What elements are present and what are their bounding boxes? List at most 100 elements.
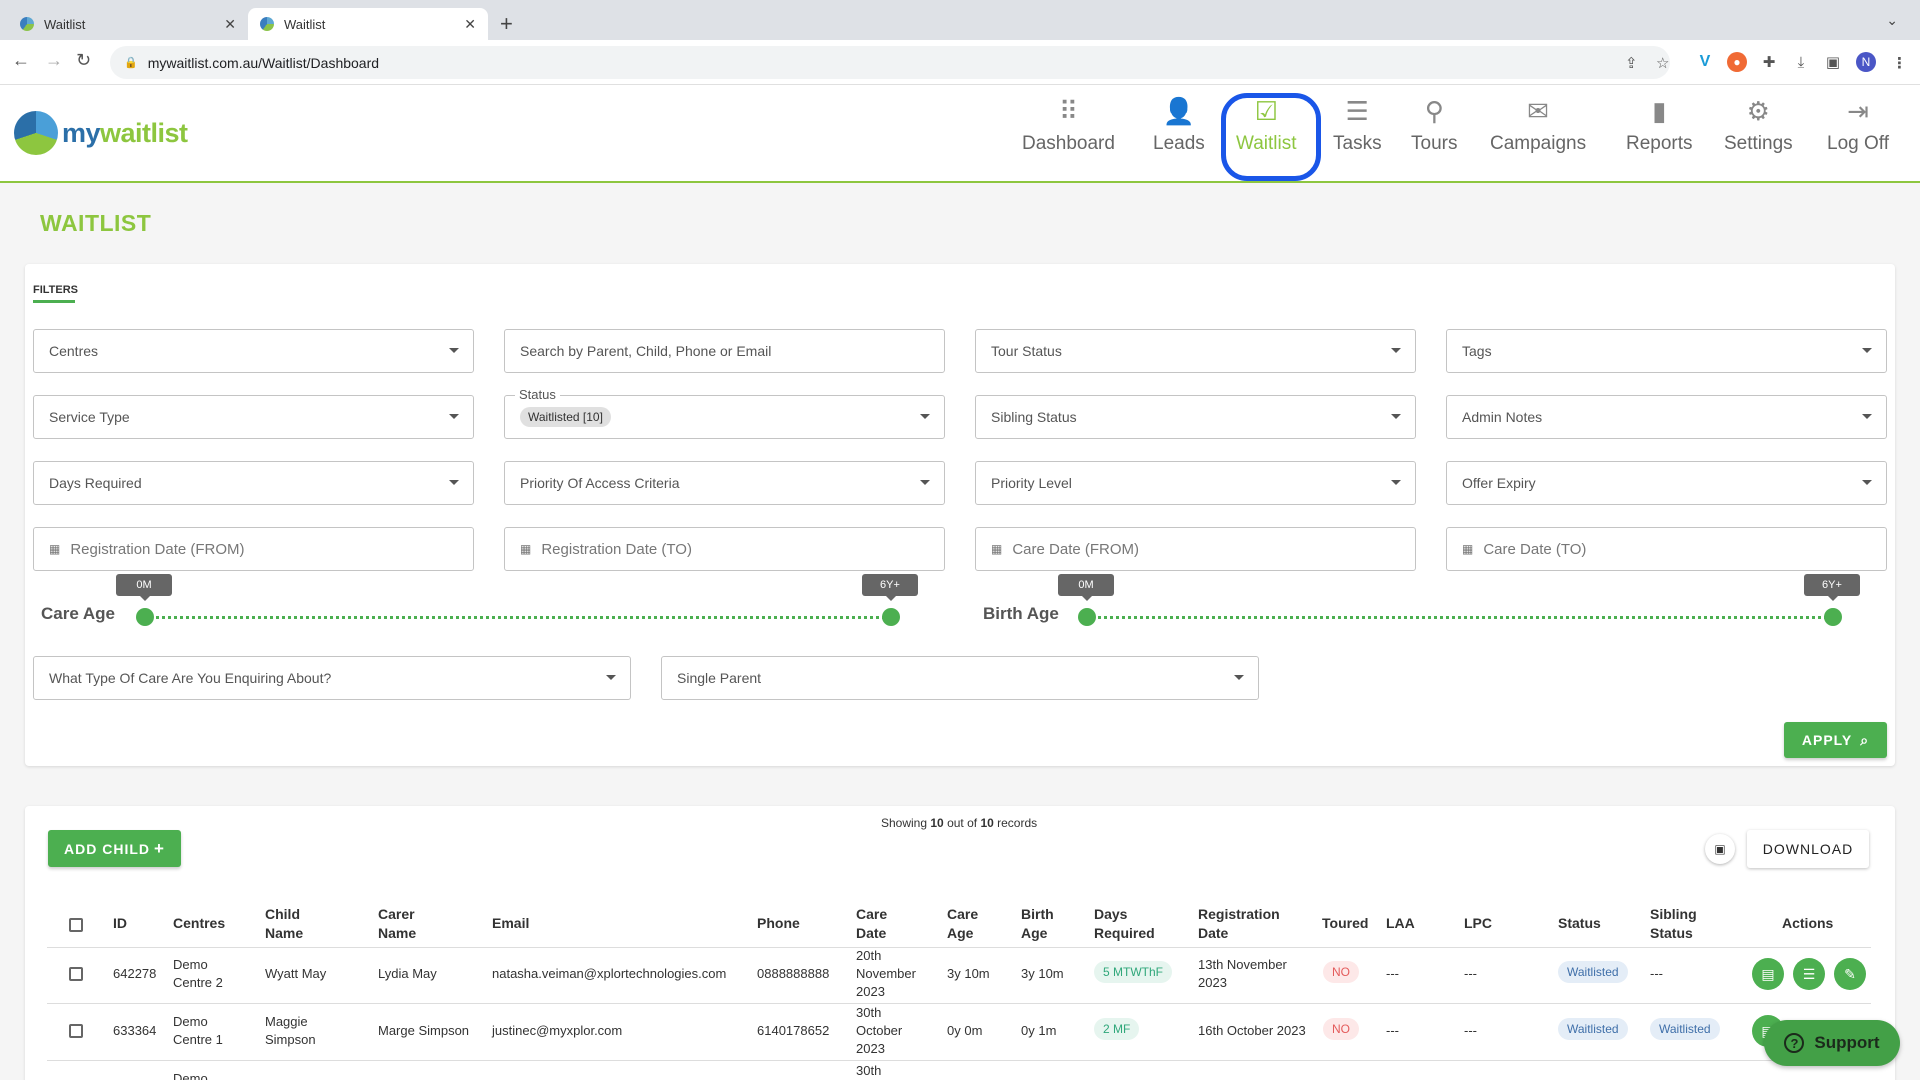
back-icon[interactable]: ← [12, 50, 30, 70]
list-action-icon[interactable]: ☰ [1793, 958, 1825, 990]
nav-waitlist[interactable]: ☑ Waitlist [1236, 95, 1297, 155]
support-button[interactable]: ? Support [1764, 1020, 1900, 1066]
nav-label: Reports [1626, 133, 1693, 154]
cell-lpc: --- [1464, 966, 1477, 981]
column-settings-icon[interactable]: ▣ [1705, 834, 1735, 864]
new-tab-icon[interactable]: + [500, 11, 513, 36]
days-required-select[interactable]: Days Required [33, 461, 474, 505]
sibling-status-select[interactable]: Sibling Status [975, 395, 1416, 439]
nav-settings[interactable]: ⚙ Settings [1724, 95, 1793, 155]
care-age-track[interactable] [145, 616, 891, 619]
row-checkbox[interactable] [69, 1024, 83, 1038]
search-input[interactable]: Search by Parent, Child, Phone or Email [504, 329, 945, 373]
nav-leads[interactable]: 👤 Leads [1153, 95, 1205, 155]
care-age-max-handle[interactable] [882, 608, 900, 626]
select-all-checkbox[interactable] [69, 918, 83, 932]
header-line: Days [1094, 906, 1128, 922]
service-type-select[interactable]: Service Type [33, 395, 474, 439]
profile-avatar[interactable]: N [1856, 52, 1876, 72]
birth-age-max-handle[interactable] [1824, 608, 1842, 626]
col-email[interactable]: Email [492, 915, 530, 931]
col-laa[interactable]: LAA [1386, 915, 1415, 931]
nav-dashboard[interactable]: ⠿ Dashboard [1022, 95, 1115, 155]
single-parent-select[interactable]: Single Parent [661, 656, 1259, 700]
browser-tab-1[interactable]: Waitlist ✕ [8, 8, 248, 40]
col-toured[interactable]: Toured [1322, 915, 1369, 931]
col-lpc[interactable]: LPC [1464, 915, 1492, 931]
priority-level-select[interactable]: Priority Level [975, 461, 1416, 505]
nav-tasks[interactable]: ☰ Tasks [1333, 95, 1382, 155]
col-carer-name[interactable]: Carer Name [378, 905, 416, 943]
col-days-required[interactable]: Days Required [1094, 905, 1155, 943]
offer-expiry-select[interactable]: Offer Expiry [1446, 461, 1887, 505]
logo[interactable]: mywaitlist [14, 111, 188, 155]
forward-icon[interactable]: → [45, 50, 63, 70]
cell-line: 13th November [1198, 957, 1287, 972]
care-type-select[interactable]: What Type Of Care Are You Enquiring Abou… [33, 656, 631, 700]
download-icon[interactable]: ⤓ [1791, 52, 1811, 72]
side-panel-icon[interactable]: ▣ [1823, 52, 1843, 72]
address-bar[interactable]: 🔒 mywaitlist.com.au/Waitlist/Dashboard [110, 46, 1670, 79]
download-button[interactable]: DOWNLOAD [1747, 830, 1869, 868]
tags-select[interactable]: Tags [1446, 329, 1887, 373]
col-birth-age[interactable]: Birth Age [1021, 905, 1054, 943]
cell-lpc: --- [1464, 1023, 1477, 1038]
add-child-button[interactable]: ADD CHILD + [48, 830, 181, 867]
chevron-down-icon [1391, 414, 1401, 419]
bookmark-star-icon[interactable]: ☆ [1656, 55, 1670, 72]
nav-campaigns[interactable]: ✉ Campaigns [1490, 95, 1586, 155]
status-chip[interactable]: Waitlisted [10] [520, 407, 611, 427]
reload-icon[interactable]: ↻ [76, 50, 92, 70]
apply-button[interactable]: APPLY ⌕ [1784, 722, 1887, 758]
col-status[interactable]: Status [1558, 915, 1601, 931]
close-tab-icon[interactable]: ✕ [464, 15, 476, 32]
birth-age-min-handle[interactable] [1078, 608, 1096, 626]
col-care-age[interactable]: Care Age [947, 905, 978, 943]
sibling-status-placeholder: Sibling Status [991, 409, 1077, 425]
extension-red-icon[interactable]: ● [1727, 52, 1747, 72]
centres-select[interactable]: Centres [33, 329, 474, 373]
registration-date-to-input[interactable]: ▦ Registration Date (TO) [504, 527, 945, 571]
col-centres[interactable]: Centres [173, 915, 226, 931]
admin-notes-select[interactable]: Admin Notes [1446, 395, 1887, 439]
status-select[interactable]: Status Waitlisted [10] [504, 387, 945, 439]
gear-icon: ⚙ [1746, 96, 1770, 126]
browser-menu-icon[interactable]: ⋮ [1892, 55, 1907, 72]
puzzle-extensions-icon[interactable]: ✚ [1759, 52, 1779, 72]
cell-line: 30th [856, 1005, 882, 1020]
header-line: Registration [1198, 906, 1280, 922]
col-care-date[interactable]: Care Date [856, 905, 887, 943]
share-icon[interactable]: ⇪ [1625, 55, 1638, 72]
cell-id: 633364 [113, 1023, 157, 1038]
tab-search-chevron-icon[interactable]: ⌄ [1886, 12, 1898, 28]
registration-date-from-input[interactable]: ▦ Registration Date (FROM) [33, 527, 474, 571]
browser-tab-2[interactable]: Waitlist ✕ [248, 8, 488, 40]
care-date-from-input[interactable]: ▦ Care Date (FROM) [975, 527, 1416, 571]
care-date-to-input[interactable]: ▦ Care Date (TO) [1446, 527, 1887, 571]
nav-tours[interactable]: ⚲ Tours [1411, 95, 1457, 155]
edit-pencil-icon[interactable]: ✎ [1834, 958, 1866, 990]
showing-mid: out of [943, 816, 981, 830]
birth-age-track[interactable] [1087, 616, 1833, 619]
cell-child-name[interactable]: Wyatt May [265, 966, 327, 981]
chevron-down-icon [920, 480, 930, 485]
nav-reports[interactable]: ▮ Reports [1626, 95, 1693, 155]
app-header: mywaitlist ⠿ Dashboard 👤 Leads ☑ Waitlis… [0, 85, 1920, 183]
nav-logoff[interactable]: ⇥ Log Off [1827, 95, 1889, 155]
add-user-icon: 👤 [1162, 96, 1196, 126]
chevron-down-icon [920, 414, 930, 419]
document-action-icon[interactable]: ▤ [1752, 958, 1784, 990]
col-child-name[interactable]: Child Name [265, 905, 303, 943]
cell-child-name[interactable]: Maggie Simpson [265, 1013, 316, 1049]
close-tab-icon[interactable]: ✕ [224, 15, 236, 32]
col-phone[interactable]: Phone [757, 915, 800, 931]
tour-status-select[interactable]: Tour Status [975, 329, 1416, 373]
col-id[interactable]: ID [113, 915, 127, 931]
col-sibling-status[interactable]: Sibling Status [1650, 905, 1697, 943]
chevron-down-icon [1391, 348, 1401, 353]
vimeo-extension-icon[interactable]: V [1695, 52, 1715, 72]
priority-access-select[interactable]: Priority Of Access Criteria [504, 461, 945, 505]
row-checkbox[interactable] [69, 967, 83, 981]
care-age-min-handle[interactable] [136, 608, 154, 626]
col-registration-date[interactable]: Registration Date [1198, 905, 1280, 943]
